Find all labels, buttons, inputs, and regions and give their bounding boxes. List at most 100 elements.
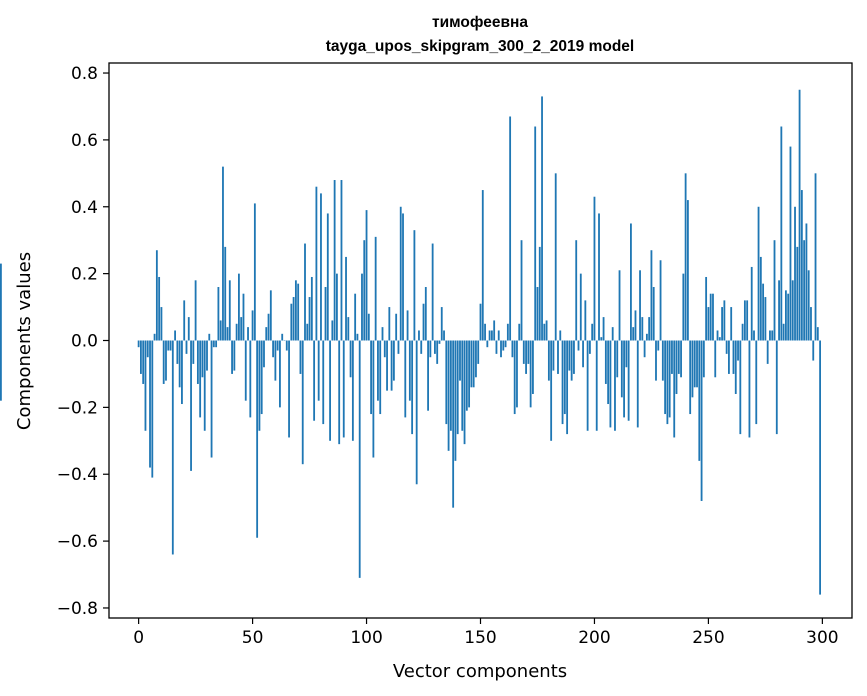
bar-component-146 <box>470 340 473 388</box>
bar-component-93 <box>349 340 352 378</box>
bar-component-297 <box>814 173 817 341</box>
bar-component-89 <box>340 180 343 341</box>
bar-component-50 <box>251 310 254 341</box>
bar-component-79 <box>317 340 320 401</box>
bar-component-10 <box>160 307 163 341</box>
x-tick-label: 250 <box>692 628 724 648</box>
chart-subtitle: tayga_upos_skipgram_300_2_2019 model <box>326 38 634 55</box>
y-tick-label: 0.6 <box>71 131 98 151</box>
bar-component-59 <box>272 340 275 358</box>
bar-component-159 <box>500 340 502 358</box>
bar-component-66 <box>288 340 290 438</box>
bar-component-141 <box>459 340 461 381</box>
bar-component-53 <box>258 340 261 431</box>
bar-component-299 <box>819 340 821 595</box>
bar-component-106 <box>379 340 382 415</box>
bar-component-171 <box>527 340 530 364</box>
bar-component-118 <box>406 310 409 341</box>
bar-component-232 <box>666 340 669 425</box>
bar-component-28 <box>201 340 204 378</box>
bar-component-143 <box>463 340 466 445</box>
bar-component-249 <box>705 276 708 341</box>
bar-component-267 <box>746 300 749 341</box>
bar-component-92 <box>347 317 350 341</box>
bar-component-188 <box>566 340 569 435</box>
bar-component-151 <box>481 190 484 341</box>
bar-component-175 <box>536 287 539 341</box>
bar-component-126 <box>424 287 427 341</box>
bar-component-155 <box>490 330 493 341</box>
bar-component-225 <box>650 250 653 341</box>
bar-component-73 <box>304 243 306 341</box>
bar-component-278 <box>771 330 774 341</box>
bar-component-283 <box>782 323 785 341</box>
bar-component-236 <box>675 340 678 394</box>
bar-component-189 <box>568 340 571 371</box>
bar-component-204 <box>602 317 605 341</box>
bar-component-226 <box>652 287 655 341</box>
bar-component-47 <box>244 340 247 401</box>
bar-component-202 <box>598 213 600 341</box>
bar-component-86 <box>333 180 336 341</box>
bar-component-125 <box>422 303 425 341</box>
bar-component-201 <box>595 340 598 431</box>
bar-component-7 <box>153 333 156 341</box>
bar-component-49 <box>249 340 252 418</box>
bar-component-214 <box>625 340 628 368</box>
bar-component-133 <box>440 307 443 341</box>
bar-component-94 <box>351 340 354 441</box>
bar-component-242 <box>689 340 692 415</box>
bar-component-29 <box>203 340 206 431</box>
bar-component-198 <box>588 340 591 354</box>
bar-component-177 <box>541 96 543 341</box>
bar-component-134 <box>443 330 445 341</box>
bar-component-38 <box>224 246 227 341</box>
bar-component-25 <box>194 280 197 341</box>
bar-component-264 <box>739 340 742 435</box>
bar-component-161 <box>504 340 507 348</box>
bar-component-248 <box>702 340 705 378</box>
bar-component-169 <box>522 340 525 364</box>
bar-component-43 <box>235 323 238 341</box>
bar-component-216 <box>630 223 632 341</box>
bar-component-245 <box>696 340 698 388</box>
bar-component-191 <box>573 340 575 374</box>
bar-component-228 <box>657 340 660 351</box>
bar-component-91 <box>345 256 347 341</box>
bar-component-undefined <box>0 340 2 401</box>
bar-component-136 <box>447 340 450 451</box>
bar-component-16 <box>174 330 176 341</box>
bar-component-165 <box>513 340 516 415</box>
bar-component-123 <box>418 330 420 341</box>
bar-component-234 <box>671 340 673 374</box>
bar-component-19 <box>181 340 183 405</box>
bar-component-31 <box>208 333 211 341</box>
bar-component-5 <box>149 340 151 468</box>
bar-component-140 <box>456 340 459 435</box>
bar-component-115 <box>399 206 402 341</box>
bar-component-256 <box>721 307 723 341</box>
bar-component-205 <box>604 340 607 384</box>
bar-component-34 <box>215 340 218 348</box>
bar-component-32 <box>210 340 213 458</box>
bar-component-206 <box>607 340 610 405</box>
bar-component-160 <box>502 340 505 351</box>
bar-component-272 <box>757 206 760 341</box>
bar-component-40 <box>228 280 231 341</box>
bar-component-23 <box>190 340 192 471</box>
bar-component-179 <box>545 320 548 341</box>
bar-component-8 <box>155 250 158 341</box>
bar-component-145 <box>468 340 471 408</box>
y-axis-ticks: −0.8 −0.6 −0.4 −0.2 0.0 0.2 0.4 0.6 0.8 <box>57 64 109 619</box>
bar-component-108 <box>383 340 386 358</box>
bar-component-60 <box>274 340 277 381</box>
bar-component-63 <box>281 333 284 341</box>
bar-component-255 <box>718 337 721 341</box>
bar-component-130 <box>434 340 436 354</box>
bar-component-266 <box>743 300 746 341</box>
bar-component-131 <box>436 340 439 364</box>
y-tick-label: −0.2 <box>57 398 98 418</box>
bar-component-138 <box>452 340 455 508</box>
bar-component-70 <box>297 283 300 341</box>
bar-component-58 <box>269 290 272 341</box>
